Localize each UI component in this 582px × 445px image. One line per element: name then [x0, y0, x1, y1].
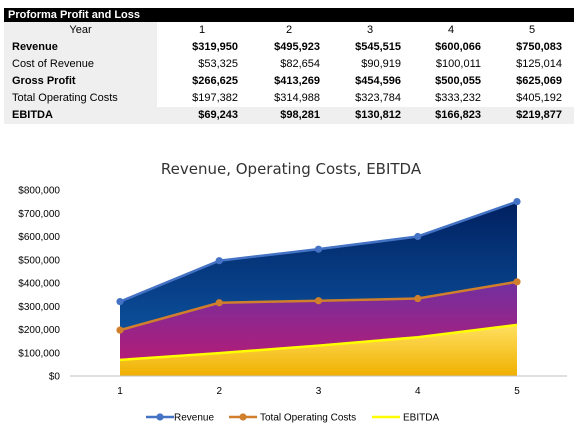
- table-cell: $197,382: [192, 92, 238, 104]
- x-tick-label: 1: [117, 386, 123, 397]
- line-ebitda: [119, 323, 518, 362]
- legend-label-ebitda: EBITDA: [403, 413, 439, 424]
- table-cell: $69,243: [198, 109, 238, 121]
- point-total-operating-costs: [116, 326, 124, 334]
- table-cell: $219,877: [516, 109, 562, 121]
- table-header-row: Year 1 2 3 4 5: [4, 22, 574, 39]
- table-cell: $500,055: [435, 75, 481, 87]
- table-cell: $323,784: [355, 92, 401, 104]
- legend-marker-revenue: [156, 413, 164, 421]
- legend-label-revenue: Revenue: [174, 413, 214, 424]
- point-total-operating-costs: [215, 299, 223, 307]
- y-tick-label: $200,000: [18, 325, 60, 336]
- y-tick-label: $500,000: [18, 255, 60, 266]
- row-label: EBITDA: [12, 109, 53, 121]
- y-tick-label: $600,000: [18, 232, 60, 243]
- year-header: 5: [528, 24, 536, 36]
- table-cell: $314,988: [274, 92, 320, 104]
- legend-marker-total-operating-costs: [239, 413, 247, 421]
- area-chart: Revenue, Operating Costs, EBITDA $0 $100,…: [18, 160, 567, 424]
- table-cell: $53,325: [198, 58, 238, 70]
- row-label: Cost of Revenue: [12, 58, 94, 70]
- table-title: Proforma Profit and Loss: [4, 8, 574, 22]
- table-cell: $319,950: [192, 41, 238, 53]
- table-cell: $98,281: [280, 109, 320, 121]
- year-header: 2: [285, 24, 293, 36]
- y-tick-label: $400,000: [18, 279, 60, 290]
- chart-container: Revenue, Operating Costs, EBITDA $0 $100,…: [0, 150, 582, 445]
- point-revenue: [314, 245, 323, 253]
- table-cell: $405,192: [516, 92, 562, 104]
- point-revenue: [215, 257, 223, 265]
- row-label: Gross Profit: [12, 75, 76, 87]
- line-layer: [116, 198, 521, 362]
- table-cell: $413,269: [274, 75, 320, 87]
- table-row-cost-of-revenue: Cost of Revenue $53,325 $82,654 $90,919 …: [4, 56, 574, 73]
- x-tick-label: 5: [514, 386, 520, 397]
- point-total-operating-costs: [513, 278, 521, 286]
- table-row-total-operating-costs: Total Operating Costs $197,382 $314,988 …: [4, 90, 574, 107]
- table-cell: $130,812: [355, 109, 401, 121]
- point-total-operating-costs: [414, 294, 422, 303]
- year-header: 1: [198, 24, 206, 36]
- point-total-operating-costs: [314, 297, 323, 305]
- area-layer: [120, 201, 517, 376]
- x-tick-label: 3: [316, 386, 322, 397]
- table-cell: $90,919: [361, 58, 401, 70]
- table-cell: $100,011: [435, 58, 481, 70]
- x-tick-label: 4: [415, 386, 421, 397]
- pl-table: Proforma Profit and Loss Year 1 2 3 4 5 …: [4, 8, 574, 124]
- legend: Revenue Total Operating Costs EBITDA: [146, 413, 439, 424]
- point-revenue: [414, 232, 422, 241]
- y-tick-label: $700,000: [18, 209, 60, 220]
- y-tick-label: $0: [49, 372, 61, 383]
- table-row-revenue: Revenue $319,950 $495,923 $545,515 $600,…: [4, 39, 574, 56]
- year-header: 4: [447, 24, 455, 36]
- y-tick-label: $100,000: [18, 348, 60, 359]
- table-cell: $495,923: [274, 41, 320, 53]
- table-cell: $750,083: [516, 41, 562, 53]
- table-cell: $545,515: [355, 41, 401, 53]
- table-cell: $333,232: [435, 92, 481, 104]
- table-cell: $625,069: [516, 75, 562, 87]
- table-cell: $125,014: [516, 58, 562, 70]
- table-cell: $82,654: [280, 58, 320, 70]
- y-tick-label: $300,000: [18, 302, 60, 313]
- table-cell: $166,823: [435, 109, 481, 121]
- x-tick-label: 2: [216, 386, 222, 397]
- table-cell: $454,596: [355, 75, 401, 87]
- row-label: Revenue: [12, 41, 58, 53]
- chart-title: Revenue, Operating Costs, EBITDA: [161, 160, 422, 178]
- table-cell: $266,625: [192, 75, 238, 87]
- year-header: 3: [366, 24, 374, 36]
- header-year-label: Year: [69, 24, 92, 36]
- legend-label-total-operating-costs: Total Operating Costs: [260, 413, 356, 424]
- y-tick-label: $800,000: [18, 186, 60, 197]
- point-revenue: [116, 298, 124, 306]
- table-cell: $600,066: [435, 41, 481, 53]
- table-row-gross-profit: Gross Profit $266,625 $413,269 $454,596 …: [4, 73, 574, 90]
- x-axis-ticks: 1 2 3 4 5: [117, 386, 520, 397]
- point-revenue: [513, 198, 521, 206]
- row-label: Total Operating Costs: [12, 92, 118, 104]
- y-axis-ticks: $0 $100,000 $200,000 $300,000 $400,000 $500,0…: [18, 186, 60, 383]
- table-row-ebitda: EBITDA $69,243 $98,281 $130,812 $166,823…: [4, 107, 574, 124]
